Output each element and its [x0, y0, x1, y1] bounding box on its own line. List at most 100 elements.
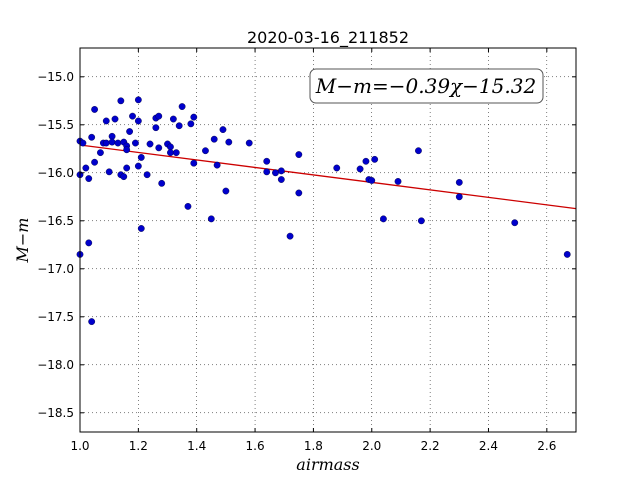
data-point	[82, 164, 90, 172]
data-point	[187, 120, 195, 128]
data-point	[368, 177, 376, 184]
y-tick-label: −16.0	[37, 166, 74, 180]
data-point	[146, 140, 154, 148]
axis-ticks: 1.0 1.2 1.4 1.6 1.8 2.0 2.2 2.4 2.6 −15.0 −15.5 −16…	[37, 48, 576, 453]
fit-annotation-box	[309, 68, 544, 104]
data-point	[210, 135, 218, 143]
data-point	[202, 147, 209, 155]
data-point	[85, 239, 93, 247]
data-point	[272, 169, 279, 177]
chart-title: 2020-03-16_211852	[247, 28, 409, 48]
data-point	[91, 158, 98, 166]
data-point	[295, 151, 303, 158]
plot-frame	[79, 47, 577, 433]
data-point	[286, 232, 294, 240]
data-point	[97, 149, 104, 157]
data-point	[245, 139, 253, 147]
data-point	[362, 157, 370, 165]
x-tick-label: 2.4	[479, 439, 498, 453]
data-point	[79, 139, 87, 147]
data-point	[175, 122, 183, 130]
plot-area	[80, 48, 576, 432]
data-point	[114, 139, 122, 147]
y-axis-label: M−m	[13, 218, 32, 264]
fit-line-group	[79, 144, 577, 210]
x-tick-label: 2.2	[421, 439, 440, 453]
fit-annotation: M−m=−0.39χ−15.32	[309, 68, 544, 104]
data-point	[213, 161, 221, 169]
x-tick-label: 1.8	[304, 439, 323, 453]
data-point	[123, 146, 131, 154]
data-point	[277, 176, 285, 183]
data-point	[102, 139, 110, 147]
data-point	[394, 178, 402, 185]
data-point	[169, 115, 177, 123]
data-point	[117, 97, 125, 105]
data-point	[143, 171, 151, 179]
y-tick-label: −15.0	[37, 70, 74, 84]
x-tick-label: 1.4	[187, 439, 206, 453]
data-point	[190, 113, 198, 121]
x-tick-label: 2.6	[537, 439, 556, 453]
data-point	[134, 162, 142, 170]
data-point	[102, 117, 110, 125]
data-point	[415, 147, 422, 155]
data-point	[129, 112, 136, 120]
data-point	[105, 168, 113, 176]
x-tick-label: 2.0	[362, 439, 381, 453]
data-point	[126, 128, 134, 135]
fit-annotation-text: M−m=−0.39χ−15.32	[315, 74, 536, 98]
data-point	[167, 143, 174, 151]
data-point	[132, 139, 139, 147]
data-point	[108, 138, 116, 146]
data-point	[111, 115, 119, 123]
data-point	[455, 178, 463, 186]
data-point	[123, 164, 131, 172]
data-point	[158, 179, 166, 187]
y-tick-label: −16.5	[37, 214, 74, 228]
data-point	[563, 250, 571, 258]
y-tick-label: −18.5	[37, 406, 74, 420]
data-point	[167, 149, 174, 157]
y-tick-label: −18.0	[37, 358, 74, 372]
x-tick-label: 1.6	[246, 439, 265, 453]
fit-line	[79, 144, 577, 210]
data-point	[172, 149, 180, 157]
data-point	[263, 157, 271, 165]
y-tick-label: −17.0	[37, 262, 74, 276]
data-point	[88, 318, 96, 325]
data-point	[356, 165, 364, 173]
data-point	[184, 202, 192, 210]
data-point	[137, 225, 145, 232]
y-tick-label: −15.5	[37, 118, 74, 132]
data-point	[455, 193, 463, 201]
data-point	[417, 217, 425, 225]
x-tick-label: 1.2	[129, 439, 148, 453]
x-tick-label: 1.0	[70, 439, 89, 453]
data-point	[85, 175, 93, 182]
data-point	[190, 159, 198, 167]
data-point	[207, 215, 215, 223]
y-tick-label: −17.5	[37, 310, 74, 324]
data-point	[152, 124, 160, 132]
data-point	[222, 187, 230, 195]
data-point	[88, 133, 96, 141]
data-point	[380, 215, 387, 223]
data-point	[295, 189, 303, 197]
data-point	[178, 103, 186, 110]
data-point	[333, 164, 341, 172]
data-point	[155, 144, 163, 152]
data-points	[76, 96, 571, 325]
data-point	[155, 112, 163, 120]
data-point	[134, 96, 142, 104]
data-point	[511, 219, 519, 227]
data-point	[219, 126, 227, 134]
data-point	[263, 168, 271, 176]
x-axis-label: airmass	[296, 455, 359, 474]
data-point	[120, 173, 128, 181]
data-point	[91, 106, 98, 113]
data-point	[371, 155, 379, 163]
data-point	[277, 167, 285, 175]
data-point	[108, 132, 116, 140]
